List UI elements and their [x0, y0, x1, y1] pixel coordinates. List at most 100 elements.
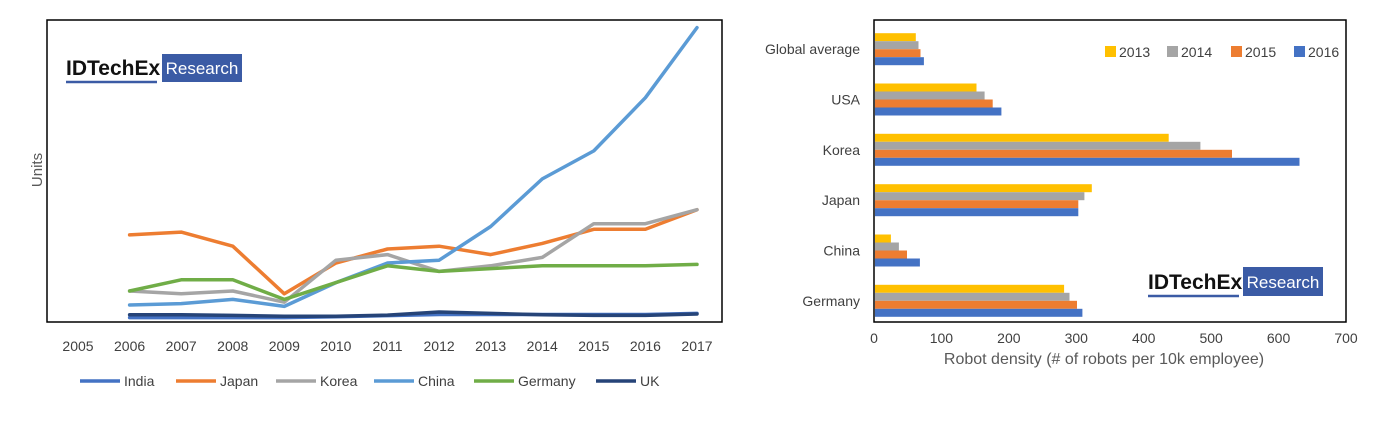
bar-global-average-2013: [875, 33, 916, 42]
bar-japan-2015: [875, 200, 1079, 209]
bar-china-2016: [875, 258, 920, 267]
bar-usa-2014: [875, 91, 985, 100]
legend-item-china: China: [374, 373, 455, 389]
legend-label-2014: 2014: [1181, 44, 1212, 60]
bar-chart-xlabel: Robot density (# of robots per 10k emplo…: [944, 351, 1264, 368]
x-tick-label-700: 700: [1334, 330, 1358, 346]
bar-chart: Global averageUSAKoreaJapanChinaGermany …: [765, 19, 1358, 368]
line-series-japan: [127, 207, 699, 296]
legend-item-india: India: [80, 373, 155, 389]
legend-label-india: India: [124, 373, 155, 389]
bar-chart-xticks: 0 100 200 300 400 500 600 700: [870, 330, 1358, 346]
bar-china-2013: [875, 234, 891, 243]
x-tick-label-2015: 2015: [578, 338, 609, 354]
line-chart-series: [127, 25, 699, 320]
brand-tag-bg-left: [162, 54, 242, 82]
brand-name-right: IDTechEx: [1148, 271, 1242, 294]
bar-chart-category-labels: Global average USA Korea Japan China Germany: [765, 41, 861, 309]
x-tick-label-600: 600: [1267, 330, 1291, 346]
legend-item-2016: 2016: [1294, 44, 1339, 60]
x-tick-label-2014: 2014: [527, 338, 558, 354]
legend-item-uk: UK: [596, 373, 660, 389]
legend-item-japan: Japan: [176, 373, 258, 389]
bar-global-average-2016: [875, 57, 924, 66]
bar-korea-2014: [875, 141, 1201, 150]
legend-item-2014: 2014: [1167, 44, 1212, 60]
x-tick-label-2012: 2012: [424, 338, 455, 354]
bar-germany-2014: [875, 292, 1070, 301]
x-tick-label-2008: 2008: [217, 338, 248, 354]
x-tick-label-2013: 2013: [475, 338, 506, 354]
legend-item-korea: Korea: [276, 373, 358, 389]
category-label-china: China: [823, 243, 860, 259]
line-chart-plot-frame: [46, 19, 723, 323]
legend-swatch-2015: [1231, 46, 1242, 57]
x-tick-label-2011: 2011: [372, 338, 402, 354]
bar-japan-2013: [875, 184, 1092, 193]
category-label-usa: USA: [831, 92, 860, 108]
brand-tag-right: Research: [1247, 273, 1320, 292]
category-label-global-average: Global average: [765, 41, 860, 57]
legend-label-germany: Germany: [518, 373, 576, 389]
x-tick-label-0: 0: [870, 330, 878, 346]
x-tick-label-200: 200: [997, 330, 1021, 346]
legend-item-germany: Germany: [474, 373, 576, 389]
legend-label-korea: Korea: [320, 373, 358, 389]
x-tick-label-100: 100: [930, 330, 954, 346]
legend-swatch-2013: [1105, 46, 1116, 57]
legend-swatch-2014: [1167, 46, 1178, 57]
bar-global-average-2015: [875, 49, 921, 58]
bar-korea-2013: [875, 133, 1169, 142]
bar-germany-2016: [875, 308, 1083, 317]
line-chart: IDTechEx Research Units 2005 2006 2007 2008…: [29, 19, 723, 389]
x-tick-label-2006: 2006: [114, 338, 145, 354]
legend-label-2016: 2016: [1308, 44, 1339, 60]
legend-label-uk: UK: [640, 373, 660, 389]
x-tick-label-400: 400: [1132, 330, 1156, 346]
x-tick-label-2017: 2017: [681, 338, 712, 354]
line-series-germany: [127, 262, 699, 302]
bar-japan-2016: [875, 208, 1079, 217]
legend-label-2013: 2013: [1119, 44, 1150, 60]
x-tick-label-2005: 2005: [62, 338, 93, 354]
brand-logo-right: IDTechEx Research: [1148, 267, 1323, 298]
x-tick-label-2010: 2010: [320, 338, 351, 354]
bar-chart-legend: 2013 2014 2015 2016: [1105, 44, 1339, 60]
bar-china-2014: [875, 242, 899, 251]
brand-tag-bg-right: [1243, 267, 1323, 296]
bar-china-2015: [875, 250, 907, 259]
legend-label-japan: Japan: [220, 373, 258, 389]
bar-usa-2015: [875, 99, 993, 108]
line-chart-xticks: 2005 2006 2007 2008 2009 2010 2011 2012 2013 2014…: [62, 338, 712, 354]
bar-usa-2016: [875, 107, 1002, 116]
x-tick-label-2007: 2007: [166, 338, 197, 354]
bar-chart-bars: [875, 33, 1300, 317]
bar-germany-2015: [875, 300, 1077, 309]
bar-usa-2013: [875, 83, 977, 92]
brand-logo-left: IDTechEx Research: [66, 54, 242, 84]
line-series-china: [127, 25, 699, 309]
line-series-uk: [127, 310, 699, 318]
bar-korea-2016: [875, 157, 1300, 166]
x-tick-label-2016: 2016: [630, 338, 661, 354]
category-label-korea: Korea: [823, 142, 861, 158]
bar-korea-2015: [875, 149, 1232, 158]
legend-label-2015: 2015: [1245, 44, 1276, 60]
legend-swatch-2016: [1294, 46, 1305, 57]
line-chart-legend: India Japan Korea China Germany UK: [80, 373, 660, 389]
x-tick-label-300: 300: [1065, 330, 1089, 346]
x-tick-label-500: 500: [1199, 330, 1223, 346]
brand-tag-left: Research: [166, 59, 239, 78]
category-label-germany: Germany: [802, 293, 860, 309]
bar-global-average-2014: [875, 41, 919, 50]
bar-germany-2013: [875, 284, 1065, 293]
bar-japan-2014: [875, 192, 1085, 201]
brand-name-left: IDTechEx: [66, 57, 160, 80]
legend-item-2015: 2015: [1231, 44, 1276, 60]
legend-label-china: China: [418, 373, 455, 389]
line-chart-ylabel: Units: [29, 153, 46, 187]
legend-item-2013: 2013: [1105, 44, 1150, 60]
x-tick-label-2009: 2009: [269, 338, 300, 354]
